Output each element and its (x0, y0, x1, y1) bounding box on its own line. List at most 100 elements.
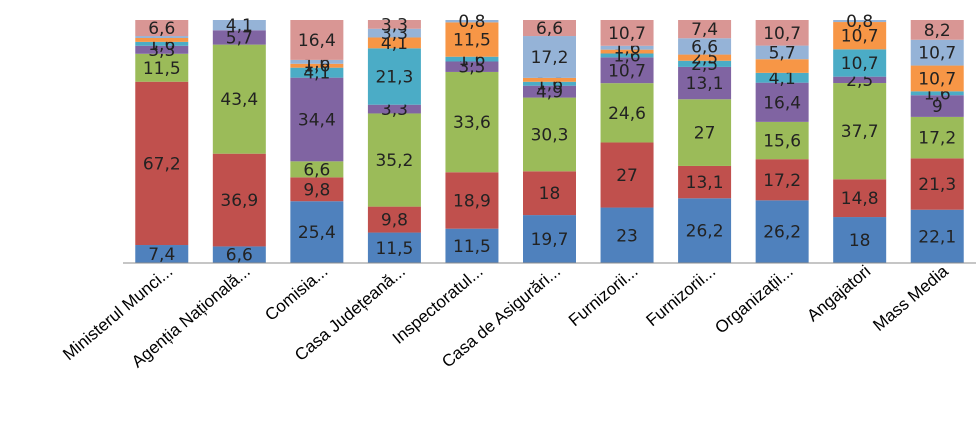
data-label-9-5: 10,7 (841, 27, 879, 47)
bar-segment-7-6 (678, 38, 732, 55)
data-label-6-7: 10,7 (608, 24, 646, 44)
bar-segment-6-5 (600, 49, 654, 54)
data-label-2-7: 16,4 (298, 31, 336, 51)
bar-segment-5-3 (523, 85, 576, 98)
bar-segment-6-4 (600, 53, 654, 58)
bar-segment-0-4 (135, 41, 189, 46)
bar-segment-3-6 (367, 28, 421, 38)
bar-segment-5-0 (523, 215, 576, 263)
data-label-3-3: 3,3 (381, 100, 408, 120)
data-label-2-1: 9,8 (303, 180, 330, 200)
bar-segment-10-5 (910, 65, 964, 92)
bar-segment-4-0 (445, 228, 499, 263)
bar-segment-3-4 (367, 48, 421, 105)
bar-segment-2-1 (290, 177, 344, 202)
data-label-1-2: 43,4 (220, 90, 258, 110)
data-label-8-2: 15,6 (763, 132, 801, 152)
data-label-0-1: 67,2 (143, 154, 181, 174)
bar-segment-8-1 (755, 159, 809, 201)
bar-segment-5-6 (523, 36, 576, 78)
data-label-0-2: 11,5 (143, 59, 181, 79)
bar-segment-6-7 (600, 20, 654, 46)
category-label-6: Furnizorii... (565, 262, 642, 331)
data-label-5-3: 4,9 (536, 83, 563, 103)
bar-segment-8-6 (755, 45, 809, 60)
data-label-7-0: 26,2 (686, 222, 724, 242)
bar-segment-6-0 (600, 207, 654, 263)
bar-segment-0-0 (135, 245, 189, 263)
bar-segment-10-2 (910, 116, 964, 159)
data-label-8-3: 16,4 (763, 93, 801, 113)
bar-segment-0-2 (135, 53, 189, 82)
data-label-3-2: 35,2 (375, 151, 413, 171)
bar-segment-9-3 (833, 76, 887, 84)
bar-segment-7-2 (678, 99, 732, 166)
data-label-7-6: 6,6 (691, 37, 718, 57)
data-label-5-0: 19,7 (531, 230, 569, 250)
bar-segment-6-3 (600, 57, 654, 84)
bar-segment-9-4 (833, 49, 887, 77)
bar-segment-1-6 (212, 20, 266, 31)
data-label-10-0: 22,1 (918, 227, 956, 247)
data-label-6-2: 24,6 (608, 104, 646, 124)
data-label-3-0: 11,5 (375, 239, 413, 259)
bar-segment-10-3 (910, 95, 964, 117)
bar-segment-0-3 (135, 45, 189, 54)
data-label-4-5: 11,5 (453, 31, 491, 51)
data-label-5-7: 6,6 (536, 19, 563, 39)
bar-segment-7-0 (678, 198, 732, 263)
category-label-8: Organizații... (711, 262, 796, 338)
data-label-0-7: 6,6 (148, 19, 175, 39)
bar-segment-4-4 (445, 56, 499, 62)
bar-segment-3-5 (367, 37, 421, 49)
bar-segment-8-7 (755, 20, 809, 46)
bar-segment-7-1 (678, 165, 732, 199)
data-label-10-7: 8,2 (924, 21, 951, 41)
bar-segment-2-0 (290, 201, 344, 263)
bar-segment-10-6 (910, 39, 964, 66)
data-label-4-6: 0,8 (458, 12, 485, 32)
bar-segment-3-0 (367, 232, 421, 263)
bar-segment-7-3 (678, 66, 732, 100)
bar-segment-0-7 (135, 20, 189, 37)
data-label-7-1: 13,1 (686, 173, 724, 193)
bar-segment-9-1 (833, 179, 887, 218)
data-label-8-7: 10,7 (763, 24, 801, 44)
data-label-4-3: 3,5 (458, 58, 485, 78)
data-label-4-1: 18,9 (453, 191, 491, 211)
bar-segment-4-1 (445, 172, 499, 229)
data-label-6-0: 23 (616, 226, 638, 246)
bar-segment-10-1 (910, 158, 964, 210)
data-label-2-2: 6,6 (303, 160, 330, 180)
category-label-7: Furnizorii... (643, 262, 720, 331)
bar-segment-2-6 (290, 59, 344, 64)
bar-segment-1-1 (212, 153, 266, 247)
data-label-10-6: 10,7 (918, 44, 956, 64)
bar-segment-9-0 (833, 217, 887, 263)
data-label-4-2: 33,6 (453, 113, 491, 133)
bar-segment-0-6 (135, 36, 189, 38)
bar-segment-8-2 (755, 121, 809, 160)
bar-segment-7-7 (678, 20, 732, 39)
bar-segment-10-0 (910, 209, 964, 263)
bar-segment-1-0 (212, 246, 266, 263)
data-label-1-6: 4,1 (226, 16, 253, 36)
data-label-1-3: 5,7 (226, 28, 253, 48)
bar-segment-5-1 (523, 171, 576, 216)
data-label-10-2: 17,2 (918, 129, 956, 149)
bar-segment-7-5 (678, 54, 732, 61)
bar-segment-5-4 (523, 81, 576, 86)
bar-segment-5-2 (523, 97, 576, 172)
category-label-10: Mass Media (869, 261, 952, 335)
data-label-3-7: 3,3 (381, 15, 408, 35)
bar-segment-6-1 (600, 142, 654, 208)
bar-segment-8-0 (755, 200, 809, 263)
bar-segment-4-6 (445, 20, 499, 23)
bar-segment-3-7 (367, 20, 421, 29)
data-label-8-6: 5,7 (769, 43, 796, 63)
data-label-8-0: 26,2 (763, 223, 801, 243)
data-label-7-7: 7,4 (691, 20, 718, 40)
bar-segment-6-2 (600, 83, 654, 143)
